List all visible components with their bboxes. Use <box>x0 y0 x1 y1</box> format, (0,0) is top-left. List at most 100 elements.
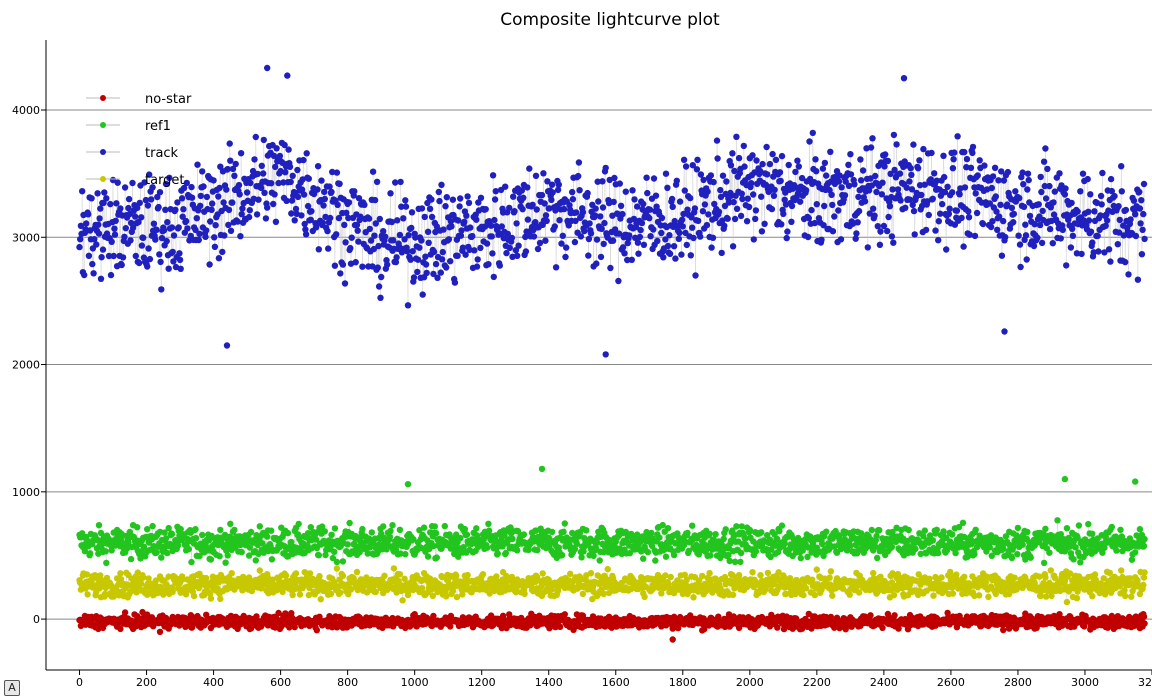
data-point <box>1000 626 1007 634</box>
data-point <box>145 245 152 252</box>
data-point <box>119 254 127 261</box>
data-point <box>315 552 322 559</box>
data-point <box>573 540 581 548</box>
data-point <box>952 549 959 557</box>
data-point <box>1042 593 1050 600</box>
data-point <box>935 549 942 557</box>
data-point <box>339 572 347 579</box>
data-point <box>155 203 162 211</box>
data-point <box>110 252 117 260</box>
data-point <box>162 206 169 213</box>
data-point <box>433 554 440 561</box>
data-point <box>132 252 139 260</box>
data-point <box>1128 593 1135 600</box>
data-point <box>741 535 749 542</box>
data-point <box>847 542 854 549</box>
data-point <box>193 215 200 222</box>
data-point <box>292 570 300 577</box>
data-point <box>153 226 160 233</box>
data-point <box>212 222 219 229</box>
data-point <box>827 568 835 575</box>
data-point <box>720 535 727 542</box>
data-point <box>949 531 956 538</box>
data-point <box>578 554 585 561</box>
chart-title: Composite lightcurve plot <box>500 10 720 30</box>
data-point <box>172 206 179 213</box>
data-point <box>184 225 191 232</box>
data-point <box>288 538 295 546</box>
data-point <box>483 544 491 551</box>
data-point <box>757 572 764 579</box>
data-point <box>690 594 697 601</box>
data-point <box>778 522 786 529</box>
data-point <box>129 179 136 187</box>
data-point <box>567 570 574 577</box>
data-point <box>733 523 740 530</box>
data-point <box>351 540 358 547</box>
data-point <box>664 525 672 532</box>
data-point <box>767 553 774 561</box>
data-point <box>725 551 732 559</box>
data-point <box>253 532 260 539</box>
data-point <box>295 520 302 528</box>
data-point <box>88 195 95 202</box>
data-point <box>731 558 739 565</box>
data-point <box>127 237 134 244</box>
data-point <box>83 220 90 227</box>
data-point <box>879 624 886 631</box>
data-point <box>722 526 729 533</box>
data-point <box>921 527 928 534</box>
data-point <box>107 271 115 279</box>
data-point <box>95 522 103 529</box>
data-point <box>1140 542 1148 550</box>
data-point <box>396 571 404 578</box>
data-point <box>202 233 209 240</box>
data-point <box>872 543 879 550</box>
data-point <box>949 590 957 597</box>
series-ref1 <box>76 465 1148 567</box>
data-point <box>485 527 493 534</box>
data-point <box>140 234 147 241</box>
data-point <box>333 558 341 566</box>
data-point <box>125 539 132 546</box>
data-point <box>538 465 546 473</box>
data-point <box>1122 592 1129 600</box>
data-point <box>87 550 94 557</box>
data-point <box>146 255 154 263</box>
data-point <box>888 543 896 551</box>
data-point <box>98 254 105 261</box>
data-point <box>95 230 103 237</box>
data-point <box>1008 554 1016 562</box>
data-point <box>396 526 404 533</box>
data-point <box>819 540 826 548</box>
data-point <box>156 251 163 258</box>
data-point <box>144 526 151 533</box>
data-point <box>1054 517 1061 524</box>
data-point <box>800 591 807 599</box>
data-point <box>199 531 206 539</box>
data-point <box>134 524 141 531</box>
data-point <box>566 541 573 548</box>
data-point <box>89 260 96 268</box>
data-point <box>168 530 176 538</box>
data-point <box>868 526 875 534</box>
data-point <box>752 548 760 555</box>
data-point <box>731 531 738 538</box>
data-point <box>117 625 124 633</box>
data-point <box>103 195 110 202</box>
data-point <box>387 527 394 535</box>
data-point <box>420 524 428 531</box>
data-point <box>404 481 412 488</box>
data-point <box>111 225 118 232</box>
data-point <box>163 237 170 245</box>
data-point <box>111 231 119 238</box>
data-point <box>168 224 176 231</box>
data-point <box>781 540 788 547</box>
data-point <box>359 525 366 533</box>
data-point <box>656 534 663 541</box>
data-point <box>76 243 83 251</box>
data-point <box>108 238 115 245</box>
data-point <box>152 236 159 243</box>
data-point <box>112 217 119 224</box>
data-point <box>203 193 211 201</box>
